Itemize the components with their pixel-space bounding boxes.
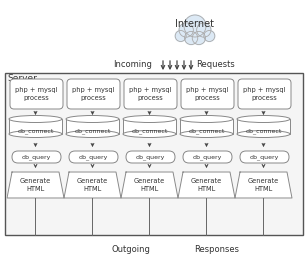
Text: db_query: db_query — [193, 154, 222, 160]
FancyBboxPatch shape — [9, 119, 62, 134]
Text: php + mysql
process: php + mysql process — [15, 87, 58, 101]
FancyBboxPatch shape — [123, 119, 176, 134]
Ellipse shape — [180, 131, 233, 138]
Polygon shape — [178, 172, 235, 198]
FancyBboxPatch shape — [10, 79, 63, 109]
Polygon shape — [7, 172, 64, 198]
FancyBboxPatch shape — [124, 79, 177, 109]
Text: php + mysql
process: php + mysql process — [243, 87, 286, 101]
Ellipse shape — [9, 131, 62, 138]
Ellipse shape — [123, 115, 176, 122]
Text: db_query: db_query — [136, 154, 165, 160]
Text: Generate
HTML: Generate HTML — [248, 178, 279, 192]
Ellipse shape — [237, 115, 290, 122]
FancyBboxPatch shape — [126, 151, 175, 163]
Text: Generate
HTML: Generate HTML — [77, 178, 108, 192]
Ellipse shape — [123, 131, 176, 138]
Ellipse shape — [66, 115, 119, 122]
FancyBboxPatch shape — [183, 151, 232, 163]
Text: db_query: db_query — [79, 154, 108, 160]
FancyBboxPatch shape — [237, 119, 290, 134]
FancyBboxPatch shape — [238, 79, 291, 109]
Text: db_connect: db_connect — [245, 128, 282, 134]
FancyBboxPatch shape — [67, 79, 120, 109]
FancyBboxPatch shape — [240, 151, 289, 163]
Text: Outgoing: Outgoing — [111, 245, 150, 255]
FancyBboxPatch shape — [181, 79, 234, 109]
FancyBboxPatch shape — [66, 119, 119, 134]
Polygon shape — [64, 172, 121, 198]
Circle shape — [179, 23, 193, 37]
Text: Internet: Internet — [176, 19, 215, 29]
Text: db_connect: db_connect — [17, 128, 54, 134]
Ellipse shape — [9, 115, 62, 122]
Circle shape — [175, 30, 186, 42]
Circle shape — [197, 23, 211, 37]
FancyBboxPatch shape — [180, 119, 233, 134]
Circle shape — [192, 31, 205, 45]
Text: php + mysql
process: php + mysql process — [72, 87, 115, 101]
FancyBboxPatch shape — [5, 73, 303, 235]
Text: Generate
HTML: Generate HTML — [20, 178, 51, 192]
Text: Requests: Requests — [196, 60, 235, 68]
Text: db_connect: db_connect — [188, 128, 225, 134]
Circle shape — [204, 30, 215, 42]
Text: Responses: Responses — [194, 245, 239, 255]
Text: Incoming: Incoming — [113, 60, 152, 68]
Text: php + mysql
process: php + mysql process — [129, 87, 172, 101]
Text: Generate
HTML: Generate HTML — [134, 178, 165, 192]
Polygon shape — [121, 172, 178, 198]
Polygon shape — [235, 172, 292, 198]
Text: Generate
HTML: Generate HTML — [191, 178, 222, 192]
Text: db_query: db_query — [22, 154, 51, 160]
Text: php + mysql
process: php + mysql process — [186, 87, 229, 101]
Circle shape — [184, 15, 206, 37]
Ellipse shape — [237, 131, 290, 138]
FancyBboxPatch shape — [69, 151, 118, 163]
Text: db_connect: db_connect — [74, 128, 111, 134]
FancyBboxPatch shape — [12, 151, 61, 163]
Text: Server: Server — [7, 74, 37, 83]
Ellipse shape — [180, 115, 233, 122]
Circle shape — [185, 31, 198, 45]
Text: db_query: db_query — [250, 154, 279, 160]
Ellipse shape — [66, 131, 119, 138]
Text: db_connect: db_connect — [131, 128, 168, 134]
